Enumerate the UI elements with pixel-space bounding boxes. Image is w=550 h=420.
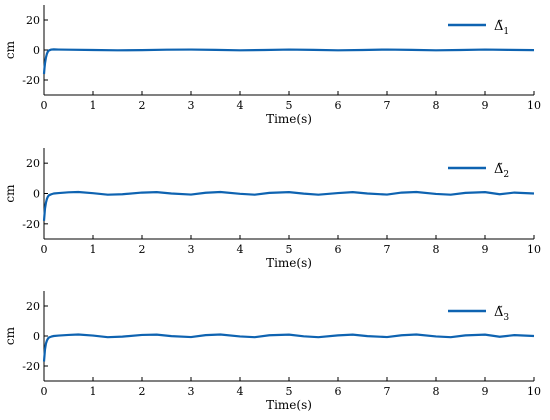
series-line <box>42 333 535 362</box>
y-tick-label: 20 <box>26 300 40 313</box>
x-tick-label: 0 <box>41 243 48 256</box>
x-tick-label: 2 <box>139 99 146 112</box>
legend: Δ̃1 <box>448 19 509 37</box>
series-line <box>42 48 535 75</box>
y-tick-label: -20 <box>22 218 40 231</box>
x-tick-label: 4 <box>237 99 244 112</box>
x-tick-label: 1 <box>90 243 97 256</box>
y-tick-label: 0 <box>33 188 40 201</box>
legend-label: Δ̃2 <box>494 162 509 180</box>
x-tick-label: 8 <box>433 385 440 398</box>
legend-label-base: Δ̃ <box>494 19 503 34</box>
legend: Δ̃3 <box>448 305 509 323</box>
legend-label-base: Δ̃ <box>494 305 503 320</box>
y-tick-label: 0 <box>33 330 40 343</box>
y-axis-label: cm <box>3 40 17 59</box>
x-tick-label: 2 <box>139 243 146 256</box>
legend-label-subscript: 2 <box>503 170 509 180</box>
y-axis-label: cm <box>3 184 17 203</box>
x-tick-label: 1 <box>90 99 97 112</box>
x-tick-label: 6 <box>335 385 342 398</box>
x-tick-label: 10 <box>527 99 541 112</box>
x-tick-label: 7 <box>384 385 391 398</box>
x-tick-label: 9 <box>482 385 489 398</box>
x-tick-label: 8 <box>433 99 440 112</box>
x-tick-label: 3 <box>188 243 195 256</box>
legend-label-subscript: 3 <box>503 313 509 323</box>
x-tick-label: 4 <box>237 243 244 256</box>
x-tick-label: 0 <box>41 385 48 398</box>
x-tick-label: 7 <box>384 99 391 112</box>
x-tick-label: 4 <box>237 385 244 398</box>
x-axis-label: Time(s) <box>266 112 312 126</box>
x-tick-label: 1 <box>90 385 97 398</box>
x-tick-label: 9 <box>482 243 489 256</box>
y-tick-label: 0 <box>33 44 40 57</box>
x-tick-label: 9 <box>482 99 489 112</box>
legend-label-base: Δ̃ <box>494 162 503 177</box>
x-tick-label: 3 <box>188 385 195 398</box>
x-tick-label: 5 <box>286 385 293 398</box>
x-tick-label: 2 <box>139 385 146 398</box>
y-tick-label: -20 <box>22 74 40 87</box>
y-tick-label: -20 <box>22 360 40 373</box>
x-tick-label: 6 <box>335 243 342 256</box>
x-axis-label: Time(s) <box>266 398 312 412</box>
x-tick-label: 3 <box>188 99 195 112</box>
y-tick-label: 20 <box>26 14 40 27</box>
x-tick-label: 10 <box>527 385 541 398</box>
x-axis-label: Time(s) <box>266 256 312 270</box>
legend-label: Δ̃1 <box>494 19 509 37</box>
x-tick-label: 6 <box>335 99 342 112</box>
legend-label-subscript: 1 <box>503 27 509 37</box>
x-tick-label: 7 <box>384 243 391 256</box>
y-tick-label: 20 <box>26 157 40 170</box>
x-tick-label: 5 <box>286 243 293 256</box>
series-line <box>42 190 535 221</box>
x-tick-label: 8 <box>433 243 440 256</box>
legend: Δ̃2 <box>448 162 509 180</box>
x-tick-label: 5 <box>286 99 293 112</box>
x-tick-label: 0 <box>41 99 48 112</box>
x-tick-label: 10 <box>527 243 541 256</box>
legend-label: Δ̃3 <box>494 305 509 323</box>
y-axis-label: cm <box>3 326 17 345</box>
